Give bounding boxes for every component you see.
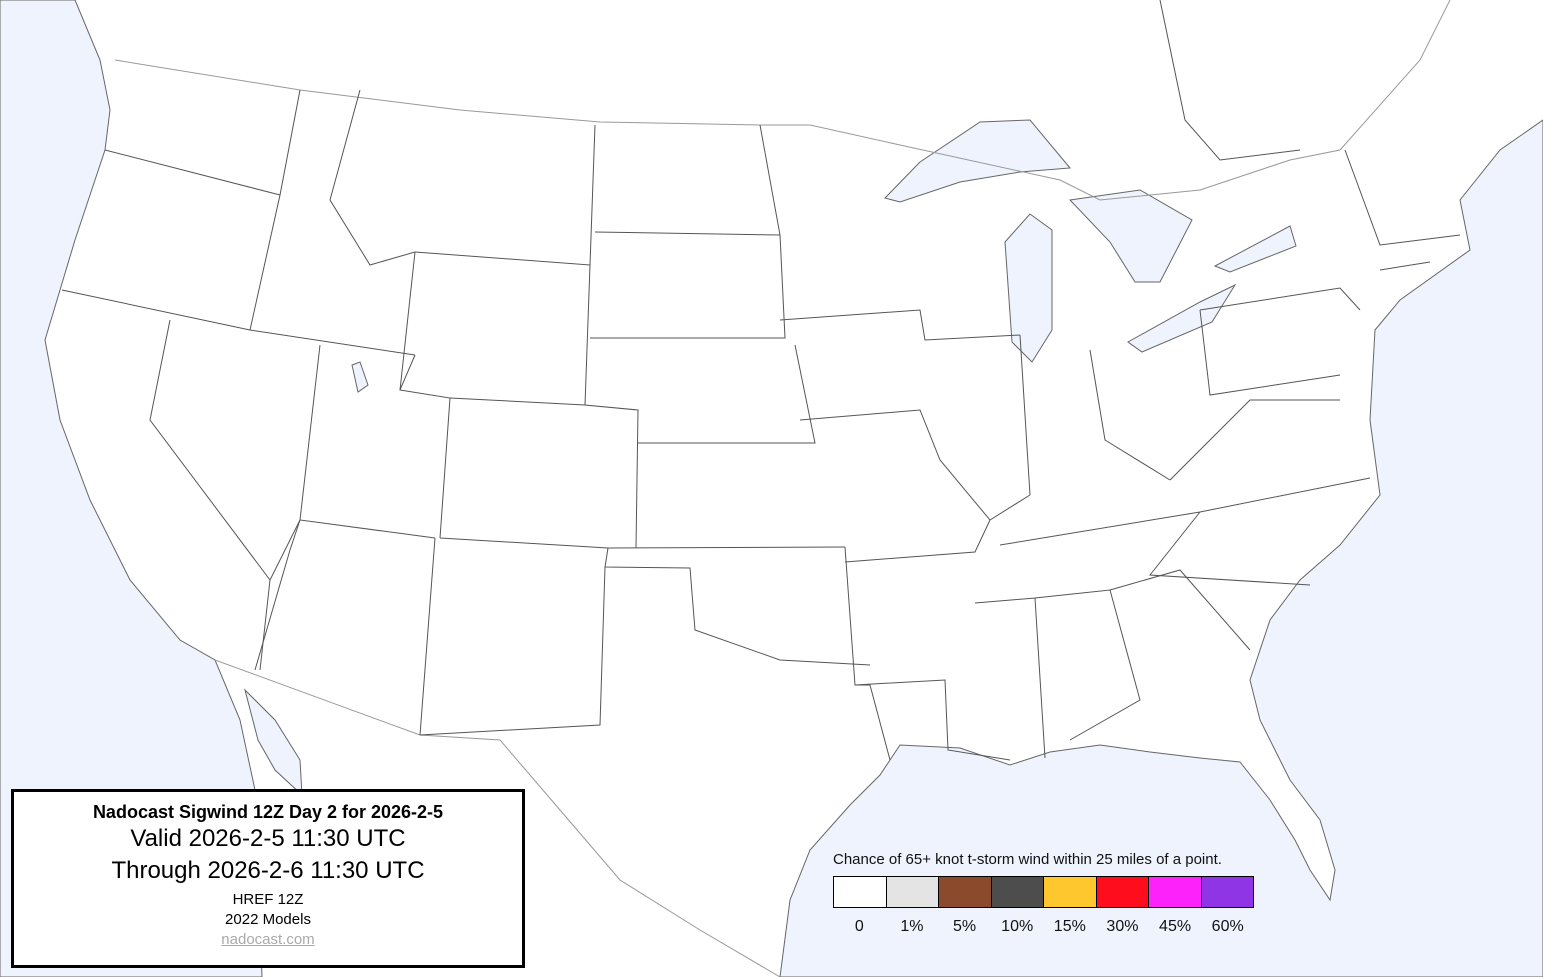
legend-label: 45% xyxy=(1159,918,1192,935)
probability-legend: Chance of 65+ knot t-storm wind within 2… xyxy=(833,851,1273,936)
legend-label: 30% xyxy=(1106,918,1139,935)
legend-label: 5% xyxy=(953,918,977,935)
lake-huron xyxy=(1068,189,1193,283)
lake-ontario xyxy=(1213,225,1297,273)
gulf-of-california xyxy=(244,688,303,797)
legend-swatch xyxy=(1044,877,1097,907)
legend-label: 60% xyxy=(1211,918,1244,935)
boundaries xyxy=(61,0,1461,977)
valid-time: Valid 2026-2-5 11:30 UTC xyxy=(130,825,406,852)
legend-swatch xyxy=(1149,877,1202,907)
legend-label: 1% xyxy=(900,918,924,935)
forecast-title: Nadocast Sigwind 12Z Day 2 for 2026-2-5 xyxy=(92,802,444,822)
legend-swatch xyxy=(939,877,992,907)
legend-swatch xyxy=(886,877,939,907)
legend-swatch xyxy=(991,877,1044,907)
lake-superior xyxy=(884,119,1072,203)
lake-michigan xyxy=(1004,213,1053,363)
legend-swatch xyxy=(834,877,887,907)
gulf-and-atlantic xyxy=(779,119,1543,977)
legend-label: 10% xyxy=(1001,918,1034,935)
models-year: 2022 Models xyxy=(225,911,311,928)
forecast-info-box: Nadocast Sigwind 12Z Day 2 for 2026-2-5 … xyxy=(11,789,525,968)
nadocast-link[interactable]: nadocast.com xyxy=(221,931,315,948)
legend-swatch xyxy=(1201,877,1253,907)
legend-swatches xyxy=(833,876,1254,908)
through-time: Through 2026-2-6 11:30 UTC xyxy=(111,857,425,884)
legend-swatch xyxy=(1096,877,1149,907)
legend-label: 15% xyxy=(1053,918,1086,935)
legend-label: 0 xyxy=(854,918,864,935)
legend-labels: 0 1% 5% 10% 15% 30% 45% 60% xyxy=(833,918,1254,936)
legend-title: Chance of 65+ knot t-storm wind within 2… xyxy=(833,851,1222,868)
great-salt-lake xyxy=(351,361,369,393)
model-name: HREF 12Z xyxy=(232,891,304,908)
lake-erie xyxy=(1127,283,1237,353)
